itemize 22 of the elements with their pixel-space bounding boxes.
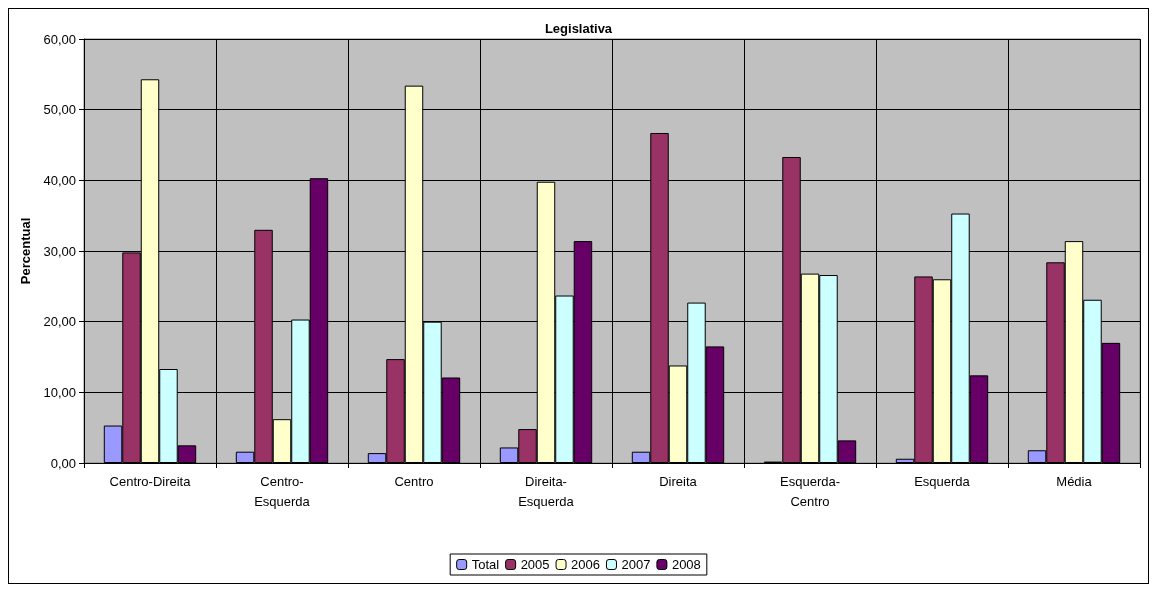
x-tick-label: Esquerda-Centro <box>780 473 840 509</box>
x-tick-label: Centro-Direita <box>109 473 192 489</box>
chart-title: Legislativa <box>544 21 613 36</box>
legend-label: 2005 <box>520 557 550 572</box>
legend-label: 2006 <box>571 557 600 572</box>
y-tick-label: 0,00 <box>50 455 76 471</box>
x-tick-label: Direita-Esquerda <box>518 473 575 509</box>
legend-label: Total <box>471 557 500 572</box>
y-tick-label: 10,00 <box>43 384 76 400</box>
x-tick-label: Esquerda <box>914 473 971 489</box>
x-tick-label: Direita <box>659 473 698 489</box>
y-tick-label: 60,00 <box>43 31 76 47</box>
y-tick-label: 40,00 <box>43 172 76 188</box>
y-tick-label: 50,00 <box>43 102 76 118</box>
x-tick-label: Centro <box>394 473 434 489</box>
legend-label: 2008 <box>671 557 701 572</box>
y-tick-label: 30,00 <box>43 243 76 259</box>
x-tick-label: Centro-Esquerda <box>254 473 311 509</box>
y-axis-title: Percentual <box>18 217 33 285</box>
x-tick-label: Média <box>1056 473 1093 489</box>
legend-label: 2007 <box>621 557 651 572</box>
y-tick-label: 20,00 <box>43 314 76 330</box>
